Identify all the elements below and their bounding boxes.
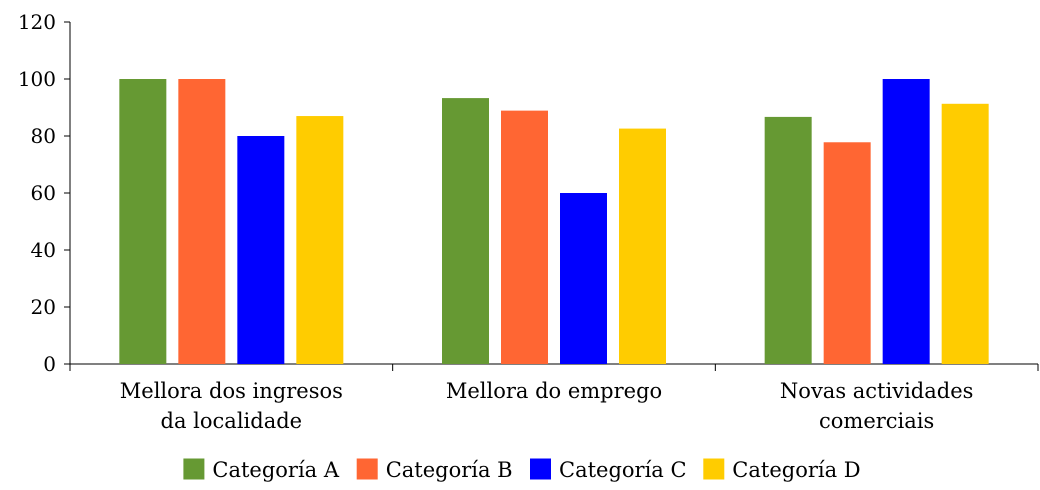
- bar: [619, 128, 666, 364]
- legend-swatch: [183, 458, 205, 480]
- legend-label: Categoría B: [386, 458, 513, 482]
- x-category-label: da localidade: [161, 409, 303, 433]
- legend-item: Categoría D: [703, 458, 861, 482]
- x-category-label: Novas actividades: [780, 379, 973, 403]
- bar: [296, 116, 344, 364]
- legend-label: Categoría D: [732, 458, 860, 482]
- legend-item: Categoría C: [530, 458, 687, 482]
- bar: [178, 79, 226, 364]
- y-tick-label: 120: [18, 10, 56, 34]
- bar: [764, 116, 812, 364]
- plot-area: 0 20 40 60 80 100 120 Mellora dos ingresos da lo…: [18, 10, 1039, 433]
- x-category-label: Mellora dos ingresos: [120, 379, 343, 403]
- legend-label: Categoría C: [559, 458, 687, 482]
- bar: [501, 110, 548, 364]
- y-tick-label: 80: [31, 124, 56, 148]
- y-tick-label: 0: [43, 352, 56, 376]
- bar: [823, 142, 871, 364]
- legend-swatch: [703, 458, 725, 480]
- legend-label: Categoría A: [212, 458, 339, 482]
- x-category-label: Mellora do emprego: [446, 379, 662, 403]
- y-tick-label: 100: [18, 67, 56, 91]
- bar: [237, 136, 285, 364]
- legend-swatch: [530, 458, 551, 480]
- bar: [119, 79, 167, 364]
- y-tick-label: 20: [31, 295, 56, 319]
- legend-item: Categoría A: [183, 458, 340, 482]
- y-tick-label: 40: [31, 238, 56, 262]
- legend-swatch: [356, 458, 378, 480]
- legend-item: Categoría B: [356, 458, 513, 482]
- bar: [882, 79, 930, 364]
- y-tick-label: 60: [31, 181, 56, 205]
- bar: [941, 103, 989, 365]
- x-category-label: comerciais: [819, 409, 934, 433]
- bar: [560, 193, 607, 364]
- legend: Categoría A Categoría B Categoría C Categor…: [183, 458, 861, 482]
- bar: [442, 98, 489, 364]
